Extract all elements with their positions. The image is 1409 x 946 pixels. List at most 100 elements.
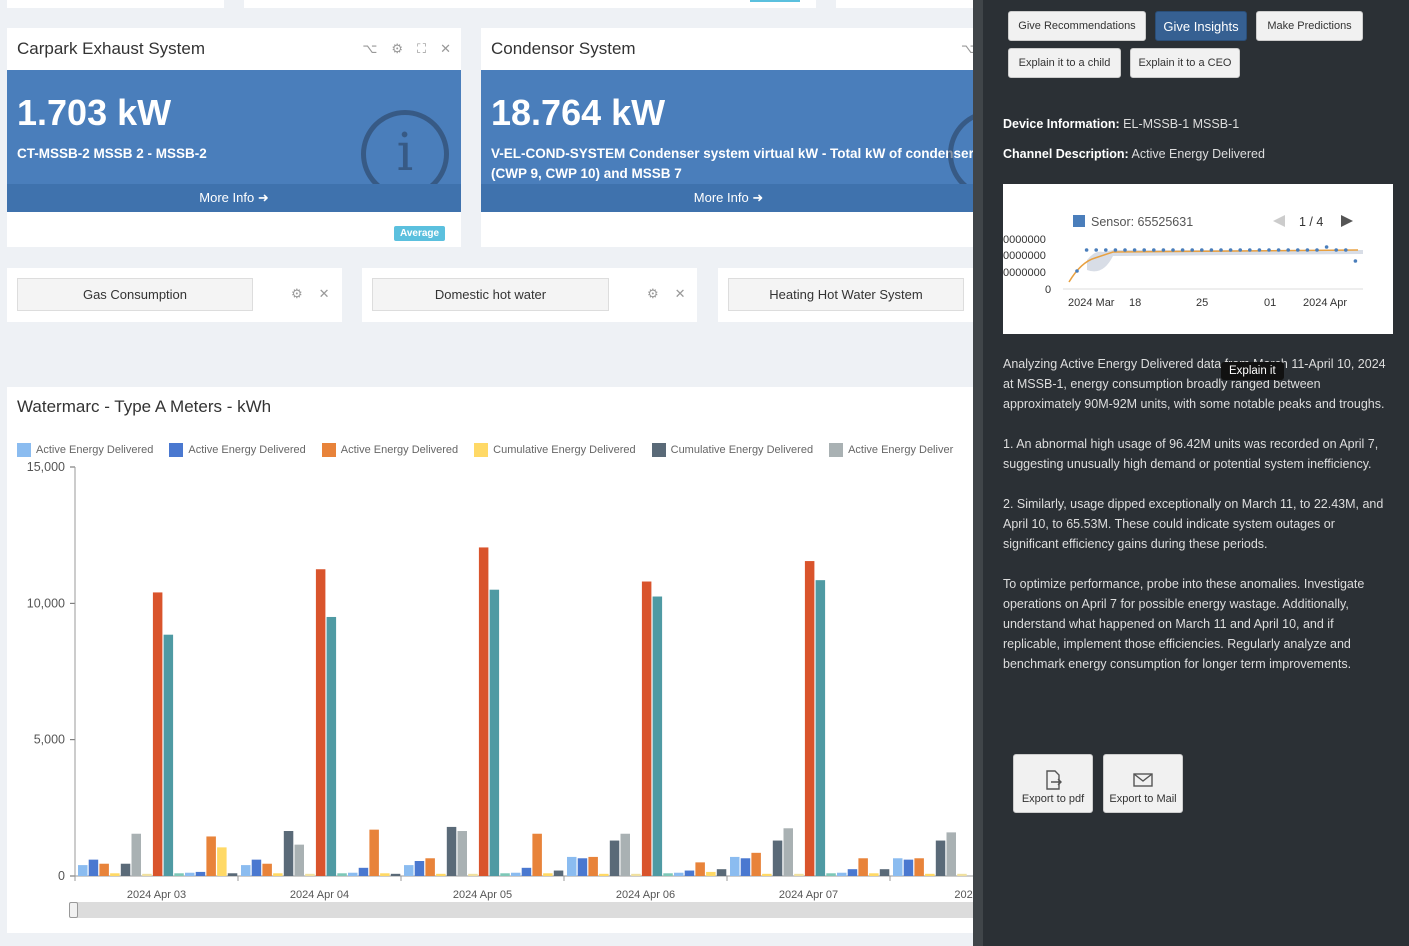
gear-icon[interactable]: ⚙ bbox=[391, 41, 403, 56]
export-mail-button[interactable]: Export to Mail bbox=[1103, 754, 1183, 813]
average-badge: Average bbox=[394, 226, 446, 241]
bar bbox=[88, 859, 99, 876]
bar bbox=[404, 865, 414, 876]
insights-panel: Give Recommendations Give Insights Make … bbox=[983, 0, 1409, 946]
legend-item[interactable]: Cumulative Energy Delivered bbox=[651, 443, 814, 457]
kw-description: V-EL-COND-SYSTEM Condenser system virtua… bbox=[491, 146, 976, 181]
gear-icon[interactable]: ⚙ bbox=[291, 286, 303, 301]
legend-item[interactable]: Active Energy Delivered bbox=[169, 443, 306, 457]
bar bbox=[826, 873, 836, 876]
bar bbox=[273, 873, 283, 876]
shuffle-icon[interactable]: ⌥ bbox=[961, 41, 976, 56]
bar bbox=[457, 831, 467, 876]
bar bbox=[652, 596, 663, 876]
explain-ceo-button[interactable]: Explain it to a CEO bbox=[1130, 48, 1240, 78]
legend-swatch bbox=[474, 443, 489, 457]
bar bbox=[599, 873, 609, 876]
give-insights-button[interactable]: Give Insights bbox=[1155, 11, 1247, 41]
export-pdf-button[interactable]: Export to pdf bbox=[1013, 754, 1093, 813]
mini-point bbox=[1123, 248, 1127, 252]
legend-label: Cumulative Energy Delivered bbox=[493, 444, 636, 456]
legend-label: Cumulative Energy Delivered bbox=[670, 444, 814, 456]
legend-swatch bbox=[17, 443, 31, 457]
bar bbox=[588, 856, 598, 876]
bar bbox=[380, 873, 390, 876]
bar bbox=[446, 826, 457, 876]
bar bbox=[185, 872, 195, 876]
bar bbox=[120, 863, 131, 876]
bar bbox=[957, 873, 967, 876]
widget-tools: ⚙ ✕ bbox=[647, 286, 686, 302]
legend-item[interactable]: Active Energy Delivered bbox=[321, 443, 459, 457]
close-icon[interactable]: ✕ bbox=[318, 286, 330, 301]
make-predictions-button[interactable]: Make Predictions bbox=[1256, 11, 1363, 41]
top-stub-button[interactable] bbox=[750, 0, 800, 2]
bar bbox=[131, 833, 141, 876]
prev-page-icon[interactable] bbox=[1273, 215, 1285, 227]
bar bbox=[869, 873, 879, 876]
bar bbox=[663, 873, 673, 876]
bar bbox=[837, 872, 847, 876]
bar bbox=[751, 852, 761, 876]
legend-swatch bbox=[169, 443, 184, 457]
mini-point bbox=[1132, 248, 1137, 252]
mini-confidence-band bbox=[1087, 250, 1363, 272]
bar bbox=[804, 561, 815, 876]
device-info: Device Information: EL-MSSB-1 MSSB-1 bbox=[1003, 117, 1240, 131]
mini-point bbox=[1228, 248, 1233, 252]
mini-point bbox=[1344, 248, 1348, 252]
channel-info: Channel Description: Active Energy Deliv… bbox=[1003, 147, 1265, 161]
mini-point bbox=[1296, 248, 1300, 252]
explain-child-button[interactable]: Explain it to a child bbox=[1008, 48, 1121, 78]
widget-label[interactable]: Gas Consumption bbox=[17, 278, 253, 311]
next-page-icon[interactable] bbox=[1341, 215, 1353, 227]
legend-item[interactable]: Cumulative Energy Delivered bbox=[474, 443, 636, 457]
legend-item[interactable]: Active Energy Deliver bbox=[829, 443, 953, 457]
insight-paragraph: 1. An abnormal high usage of 96.42M unit… bbox=[1003, 437, 1379, 471]
widget-label[interactable]: Heating Hot Water System bbox=[728, 278, 964, 311]
bar bbox=[227, 873, 238, 876]
legend-label: Active Energy Delivered bbox=[340, 444, 459, 456]
mini-y-tick: 0000000 bbox=[1003, 267, 1046, 279]
bar bbox=[695, 862, 705, 876]
bar bbox=[337, 873, 347, 876]
insight-paragraph: Analyzing Active Energy Delivered data f… bbox=[1003, 357, 1386, 411]
expand-icon[interactable]: ⛶ bbox=[416, 41, 427, 56]
mini-point bbox=[1190, 248, 1194, 252]
mini-point bbox=[1094, 248, 1098, 252]
gear-icon[interactable]: ⚙ bbox=[647, 286, 659, 301]
x-tick-label: 2024 Apr 06 bbox=[616, 889, 675, 901]
bar bbox=[925, 873, 935, 876]
chart-scrollbar[interactable] bbox=[73, 902, 993, 918]
bar bbox=[631, 873, 641, 876]
give-recommendations-button[interactable]: Give Recommendations bbox=[1008, 11, 1146, 41]
bar bbox=[217, 847, 227, 876]
bar bbox=[511, 872, 521, 876]
more-info-link[interactable]: More Info ➜ bbox=[7, 184, 461, 212]
mini-point bbox=[1180, 248, 1185, 252]
mini-point bbox=[1200, 248, 1204, 252]
mini-pager: 1 / 4 bbox=[1299, 215, 1323, 229]
scroll-handle[interactable] bbox=[69, 902, 78, 918]
widget-label[interactable]: Domestic hot water bbox=[372, 278, 609, 311]
mini-point bbox=[1219, 248, 1223, 252]
bar bbox=[294, 844, 304, 876]
legend-label: Active Energy Deliver bbox=[848, 444, 954, 456]
bar bbox=[152, 592, 163, 876]
legend-item[interactable]: Active Energy Delivered bbox=[17, 443, 153, 457]
bar bbox=[532, 833, 542, 876]
bar bbox=[730, 856, 740, 876]
bar bbox=[946, 832, 956, 876]
mini-point bbox=[1286, 248, 1290, 252]
shuffle-icon[interactable]: ⌥ bbox=[362, 41, 378, 56]
close-icon[interactable]: ✕ bbox=[674, 286, 686, 301]
close-icon[interactable]: ✕ bbox=[440, 41, 451, 56]
legend-label: Active Energy Delivered bbox=[36, 444, 154, 456]
more-info-link[interactable]: More Info ➜ bbox=[481, 184, 976, 212]
widget-title: Carpark Exhaust System bbox=[17, 39, 206, 58]
insight-paragraph: 2. Similarly, usage dipped exceptionally… bbox=[1003, 497, 1384, 551]
mini-point bbox=[1276, 248, 1281, 252]
bar bbox=[740, 858, 751, 876]
bar bbox=[174, 873, 184, 876]
bar bbox=[78, 865, 88, 876]
